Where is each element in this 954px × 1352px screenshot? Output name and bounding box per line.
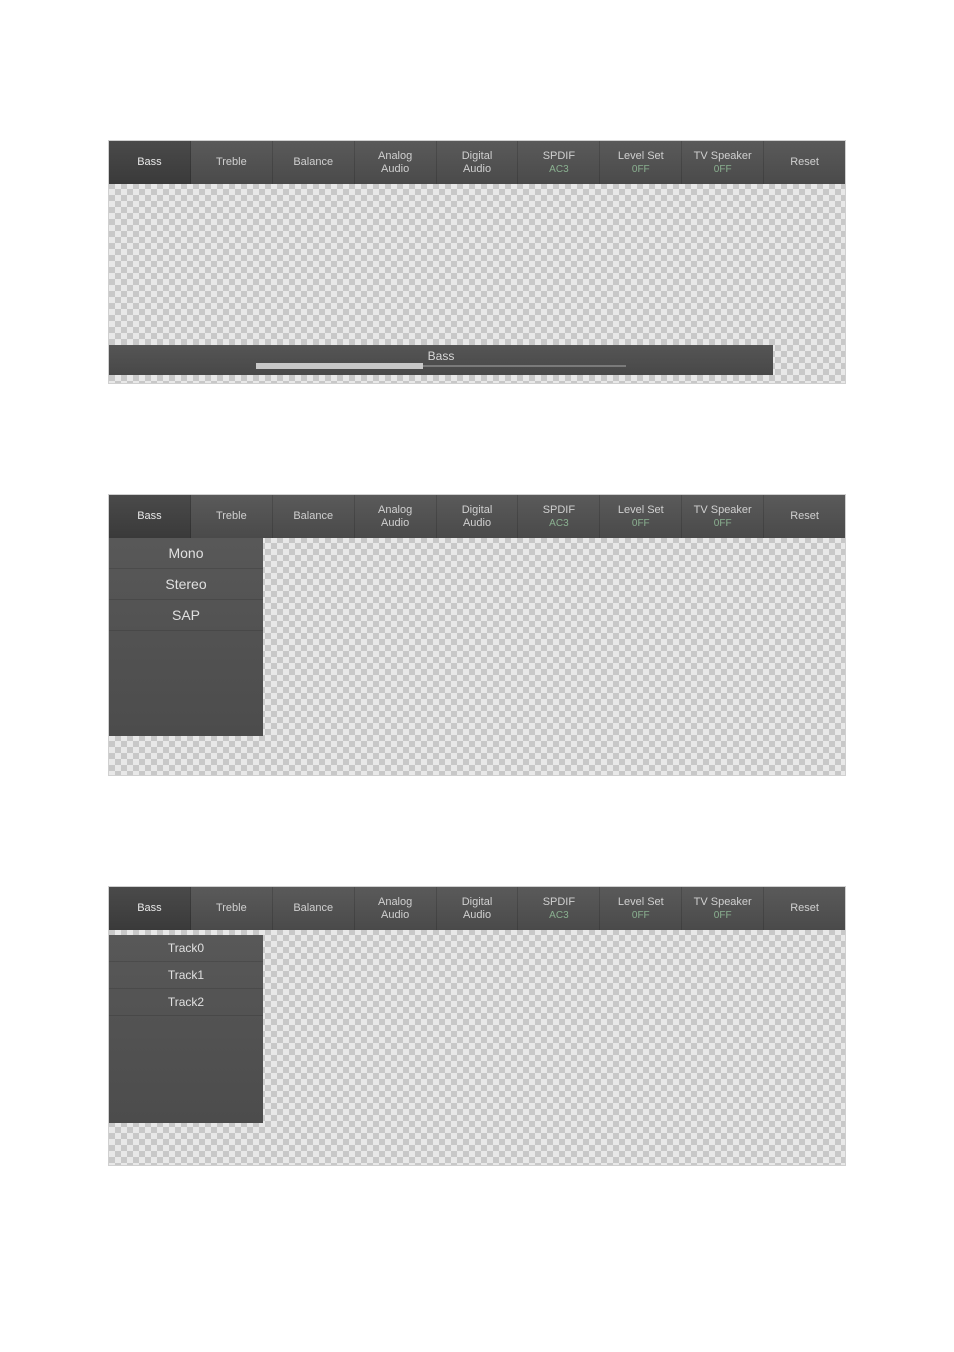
audio-panel-bass: Bass Treble Balance AnalogAudio DigitalA…: [108, 140, 846, 384]
tab-digital-audio[interactable]: DigitalAudio: [437, 887, 519, 930]
tab-tv-speaker[interactable]: TV Speaker0FF: [682, 141, 764, 184]
tab-analog-audio[interactable]: AnalogAudio: [355, 887, 437, 930]
tab-label: Level Set: [602, 504, 679, 517]
tab-treble[interactable]: Treble: [191, 495, 273, 538]
tab-label: Reset: [766, 156, 843, 169]
tab-level-set[interactable]: Level Set0FF: [600, 141, 682, 184]
tab-bar: Bass Treble Balance AnalogAudio DigitalA…: [109, 495, 845, 538]
tab-analog-audio[interactable]: AnalogAudio: [355, 495, 437, 538]
tab-label: Digital: [439, 896, 516, 909]
tab-label: Balance: [275, 156, 352, 169]
tab-bass[interactable]: Bass: [109, 887, 191, 930]
tab-spdif[interactable]: SPDIFAC3: [518, 495, 600, 538]
tab-sub: 0FF: [602, 164, 679, 176]
tab-spdif[interactable]: SPDIFAC3: [518, 887, 600, 930]
tab-label: Reset: [766, 510, 843, 523]
tab-sub: 0FF: [684, 910, 761, 922]
tab-label: Analog: [357, 896, 434, 909]
digital-audio-dropdown: Track0 Track1 Track2: [109, 935, 263, 1123]
tab-spdif[interactable]: SPDIFAC3: [518, 141, 600, 184]
tab-label-2: Audio: [357, 517, 434, 530]
tab-balance[interactable]: Balance: [273, 141, 355, 184]
tab-analog-audio[interactable]: AnalogAudio: [355, 141, 437, 184]
tab-reset[interactable]: Reset: [764, 141, 845, 184]
tab-reset[interactable]: Reset: [764, 887, 845, 930]
tab-sub: 0FF: [602, 518, 679, 530]
tab-digital-audio[interactable]: DigitalAudio: [437, 141, 519, 184]
tab-bass[interactable]: Bass: [109, 141, 191, 184]
tab-label: Bass: [111, 156, 188, 169]
tab-label: Reset: [766, 902, 843, 915]
tab-label: TV Speaker: [684, 504, 761, 517]
tab-sub: AC3: [520, 910, 597, 922]
tab-sub: AC3: [520, 164, 597, 176]
tab-bar: Bass Treble Balance AnalogAudio DigitalA…: [109, 141, 845, 184]
tab-reset[interactable]: Reset: [764, 495, 845, 538]
bass-slider[interactable]: [256, 365, 626, 367]
dropdown-item-track2[interactable]: Track2: [109, 989, 263, 1016]
tab-label: Analog: [357, 150, 434, 163]
tab-sub: AC3: [520, 518, 597, 530]
tab-label: Analog: [357, 504, 434, 517]
tab-label: TV Speaker: [684, 896, 761, 909]
dropdown-item-track1[interactable]: Track1: [109, 962, 263, 989]
dropdown-item-mono[interactable]: Mono: [109, 538, 263, 569]
tab-balance[interactable]: Balance: [273, 887, 355, 930]
tab-treble[interactable]: Treble: [191, 887, 273, 930]
tab-label: Level Set: [602, 896, 679, 909]
tab-label: Balance: [275, 510, 352, 523]
tab-label: Treble: [193, 902, 270, 915]
tab-treble[interactable]: Treble: [191, 141, 273, 184]
tab-label: Treble: [193, 156, 270, 169]
tab-digital-audio[interactable]: DigitalAudio: [437, 495, 519, 538]
tab-label: Balance: [275, 902, 352, 915]
tab-tv-speaker[interactable]: TV Speaker0FF: [682, 495, 764, 538]
tab-sub: 0FF: [684, 164, 761, 176]
tab-bar: Bass Treble Balance AnalogAudio DigitalA…: [109, 887, 845, 930]
slider-label: Bass: [109, 349, 773, 363]
tab-balance[interactable]: Balance: [273, 495, 355, 538]
tab-label-2: Audio: [439, 163, 516, 176]
dropdown-item-track0[interactable]: Track0: [109, 935, 263, 962]
analog-audio-dropdown: Mono Stereo SAP: [109, 538, 263, 736]
tab-tv-speaker[interactable]: TV Speaker0FF: [682, 887, 764, 930]
tab-sub: 0FF: [602, 910, 679, 922]
slider-fill: [256, 363, 423, 369]
audio-panel-analog: Bass Treble Balance AnalogAudio DigitalA…: [108, 494, 846, 776]
tab-label: Level Set: [602, 150, 679, 163]
tab-label: Bass: [111, 902, 188, 915]
tab-label: SPDIF: [520, 896, 597, 909]
tab-label: TV Speaker: [684, 150, 761, 163]
slider-area: Bass: [109, 345, 773, 375]
tab-label-2: Audio: [439, 517, 516, 530]
dropdown-item-stereo[interactable]: Stereo: [109, 569, 263, 600]
tab-label: SPDIF: [520, 150, 597, 163]
tab-sub: 0FF: [684, 518, 761, 530]
tab-label: SPDIF: [520, 504, 597, 517]
tab-level-set[interactable]: Level Set0FF: [600, 495, 682, 538]
dropdown-item-sap[interactable]: SAP: [109, 600, 263, 631]
tab-label-2: Audio: [357, 909, 434, 922]
tab-label: Digital: [439, 504, 516, 517]
audio-panel-digital: Bass Treble Balance AnalogAudio DigitalA…: [108, 886, 846, 1166]
tab-level-set[interactable]: Level Set0FF: [600, 887, 682, 930]
tab-label-2: Audio: [357, 163, 434, 176]
tab-bass[interactable]: Bass: [109, 495, 191, 538]
tab-label: Treble: [193, 510, 270, 523]
tab-label: Bass: [111, 510, 188, 523]
tab-label: Digital: [439, 150, 516, 163]
tab-label-2: Audio: [439, 909, 516, 922]
